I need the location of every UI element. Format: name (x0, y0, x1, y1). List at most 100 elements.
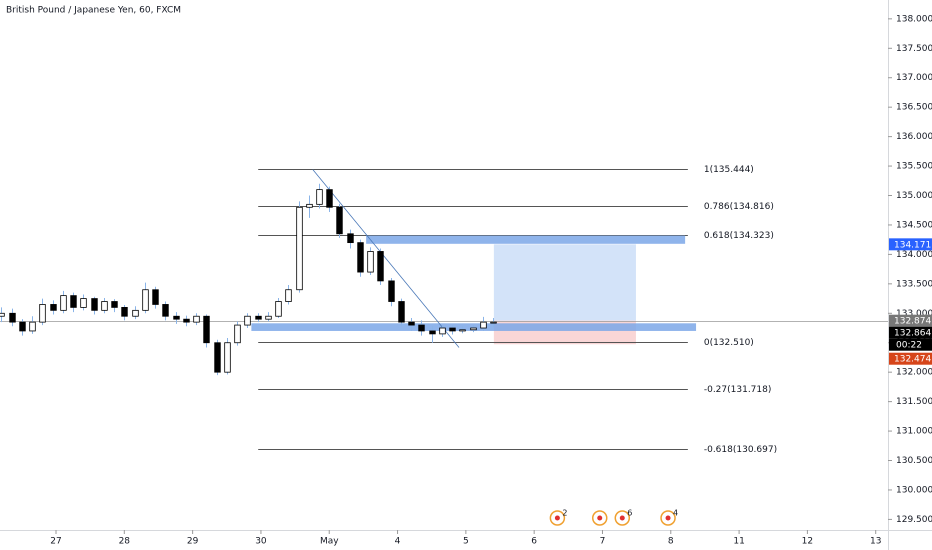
candle-body (142, 289, 149, 311)
price-badge-label: 132.474 (894, 355, 931, 365)
x-tick-label: 7 (600, 537, 606, 547)
candle-body (285, 289, 292, 302)
candle-body (101, 301, 108, 311)
candle-body (470, 327, 477, 331)
x-tick-label: 8 (668, 537, 674, 547)
candle-body (9, 312, 16, 323)
y-tick-label: 133.000 (896, 309, 932, 319)
fib-label: -0.27(131.718) (704, 385, 772, 395)
candle-body (377, 251, 384, 282)
fib-label: -0.618(130.697) (704, 445, 777, 455)
candle-body (152, 289, 159, 305)
candle-body (214, 342, 221, 373)
candle-body (193, 315, 200, 323)
y-tick-label: 134.000 (896, 250, 932, 260)
candle-body (398, 301, 405, 323)
y-tick-label: 137.500 (896, 44, 932, 54)
candle-body (265, 315, 272, 320)
countdown-label: 00:22 (896, 341, 922, 351)
candle-body (418, 324, 425, 332)
candle-body (306, 203, 313, 208)
candle-body (70, 295, 77, 308)
candle-body (244, 315, 251, 326)
fib-label: 0.786(134.816) (704, 202, 774, 212)
fib-label: 0(132.510) (704, 338, 754, 348)
y-tick-label: 129.500 (896, 515, 932, 525)
event-dot (619, 515, 625, 521)
candle-body (91, 298, 98, 311)
candle-body (449, 327, 456, 332)
candle-body (316, 189, 323, 205)
y-tick-label: 136.000 (896, 132, 932, 142)
trendline (312, 169, 460, 348)
price-badge (889, 352, 932, 365)
candle-body (480, 321, 487, 329)
y-tick-label: 138.000 (896, 14, 932, 24)
x-tick-label: 12 (802, 537, 813, 547)
candle-body (183, 318, 190, 323)
x-tick-label: 5 (463, 537, 469, 547)
candle-body (429, 330, 436, 335)
candle-body (336, 206, 343, 235)
x-tick-label: May (320, 537, 339, 547)
candle-body (111, 301, 118, 308)
candle-body (459, 329, 466, 332)
price-badge-label: 134.171 (894, 240, 931, 250)
price-badge (889, 326, 932, 339)
candle-body (255, 315, 262, 320)
candle-body (39, 304, 46, 323)
x-tick-label: 28 (119, 537, 131, 547)
candle-body (408, 321, 415, 326)
x-tick-label: 29 (187, 537, 199, 547)
candle-body (173, 315, 180, 320)
candle-body (234, 324, 241, 344)
y-tick-label: 133.500 (896, 279, 932, 289)
candle-body (50, 304, 57, 311)
x-tick-label: 13 (870, 537, 881, 547)
candle-body (132, 309, 139, 317)
price-badge (889, 238, 932, 251)
candle-body (224, 342, 231, 373)
candle-body (326, 189, 333, 208)
y-tick-label: 131.500 (896, 397, 932, 407)
candle-body (367, 251, 374, 273)
price-badge-label: 132.874 (894, 317, 931, 327)
candle-body (80, 298, 87, 308)
chart-title: British Pound / Japanese Yen, 60, FXCM (6, 6, 181, 16)
candle-body (29, 321, 36, 332)
y-tick-label: 134.500 (896, 220, 932, 230)
x-tick-label: 6 (531, 537, 537, 547)
event-count: 4 (673, 509, 678, 518)
candle-body (357, 242, 364, 273)
y-tick-label: 131.000 (896, 427, 932, 437)
event-dot (665, 515, 671, 521)
x-tick-label: 30 (255, 537, 267, 547)
price-badge (889, 314, 932, 327)
event-dot (554, 515, 560, 521)
candle-body (162, 304, 169, 317)
fib-label: 1(135.444) (704, 165, 754, 175)
candle-body (439, 327, 446, 335)
candle-body (121, 306, 128, 317)
y-tick-label: 130.500 (896, 456, 932, 466)
candle-body (275, 301, 282, 317)
candle-body (0, 312, 5, 317)
candle-body (60, 295, 67, 311)
candle-body (388, 280, 395, 302)
countdown-badge (889, 338, 932, 351)
candle-body (19, 321, 26, 332)
event-count: 6 (627, 509, 632, 518)
x-tick-label: 27 (50, 537, 61, 547)
y-tick-label: 135.500 (896, 162, 932, 172)
y-tick-label: 137.000 (896, 73, 932, 83)
price-badge-label: 132.864 (894, 329, 931, 339)
x-tick-label: 11 (733, 537, 744, 547)
y-tick-label: 130.000 (896, 485, 932, 495)
fib-label: 0.618(134.323) (704, 231, 774, 241)
y-tick-label: 132.000 (896, 368, 932, 378)
event-dot (597, 515, 603, 521)
candle-body (347, 233, 354, 244)
candle-body (490, 321, 497, 324)
